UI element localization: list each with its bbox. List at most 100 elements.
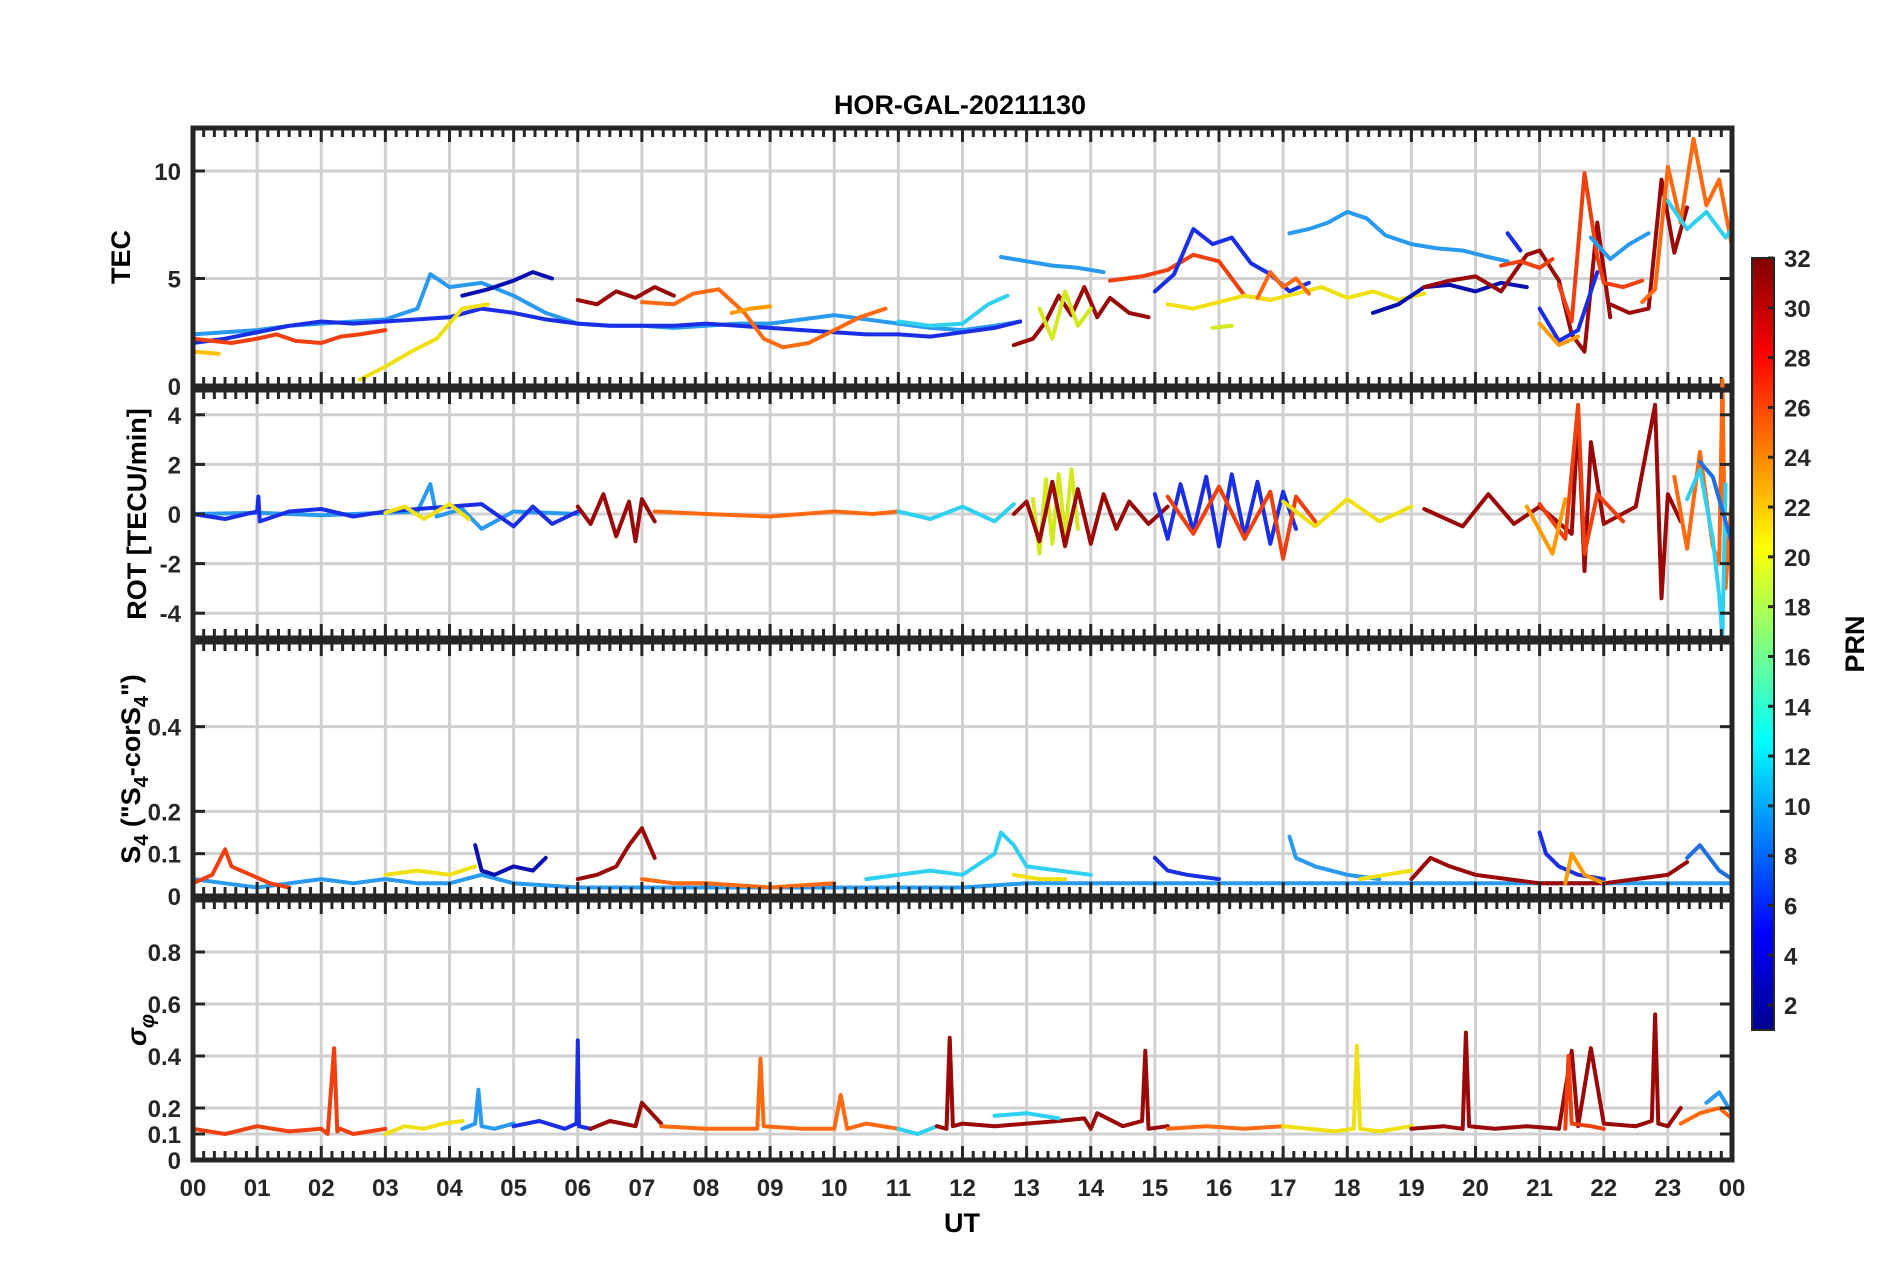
series-line	[1287, 209, 1510, 264]
series-line	[191, 1046, 388, 1136]
series-line	[896, 502, 1016, 524]
series-line	[1640, 136, 1734, 305]
colorbar-tick-label: 20	[1784, 545, 1811, 572]
series-line	[652, 509, 901, 519]
x-tick-label: 02	[308, 1175, 335, 1202]
series-line	[659, 1056, 901, 1131]
series-line	[1537, 402, 1625, 556]
y-axis-title-part: 4	[131, 775, 153, 787]
y-tick-label: 0.2	[148, 799, 181, 826]
series-line	[1165, 1124, 1286, 1131]
colorbar-tick-label: 8	[1784, 844, 1797, 871]
y-tick-label: 0.6	[148, 992, 181, 1019]
series-line	[191, 328, 388, 345]
series-line	[1697, 459, 1734, 546]
colorbar-tick-label: 2	[1784, 993, 1797, 1020]
y-tick-label: 0.1	[148, 842, 181, 869]
y-tick-label: 0	[168, 884, 181, 911]
y-tick-label: 0.4	[148, 1044, 182, 1071]
y-tick-label: 4	[168, 403, 182, 430]
colorbar-tick-label: 26	[1784, 395, 1811, 422]
series-line	[1563, 1054, 1606, 1131]
colorbar-tick-label: 24	[1784, 445, 1811, 472]
y-axis-title-part: ("S	[116, 787, 146, 834]
x-tick-label: 10	[821, 1175, 848, 1202]
plot-frame	[190, 387, 1735, 641]
series-line	[1524, 497, 1568, 556]
y-axis-title: ROT [TECU/min]	[122, 408, 152, 619]
series-line	[1556, 171, 1645, 324]
colorbar-tick-label: 18	[1784, 595, 1811, 622]
y-tick-label: 10	[154, 159, 181, 186]
series-line	[191, 482, 580, 531]
series-line	[575, 492, 657, 544]
series-line	[357, 302, 490, 382]
x-tick-label: 16	[1206, 1175, 1233, 1202]
series-line	[1409, 1012, 1683, 1131]
series-line	[999, 255, 1106, 275]
plot-frame	[190, 125, 1735, 389]
series-line	[1370, 280, 1529, 315]
series-line	[1537, 321, 1581, 348]
panel-tec: 0 5 10 TEC	[106, 125, 1735, 401]
series-line	[934, 1035, 1170, 1131]
chart-title: HOR-GAL-20211130	[834, 90, 1086, 120]
colorbar-tick-label: 28	[1784, 346, 1811, 373]
series-line	[1037, 289, 1093, 341]
colorbar-tick-label: 16	[1784, 644, 1811, 671]
x-tick-label: 18	[1334, 1175, 1361, 1202]
panel-s4: 0 0.1 0.2 0.4S4 ("S4-corS4")	[116, 639, 1735, 911]
series-line	[1665, 199, 1734, 240]
series-line	[191, 494, 580, 529]
series-line	[1011, 872, 1068, 882]
x-tick-label: 07	[629, 1175, 656, 1202]
x-tick-label: 20	[1462, 1175, 1489, 1202]
y-tick-label: -2	[160, 552, 181, 579]
x-tick-label: 19	[1398, 1175, 1425, 1202]
x-tick-label: 17	[1270, 1175, 1297, 1202]
colorbar-tick-label: 4	[1784, 943, 1798, 970]
series-line	[1152, 855, 1221, 882]
y-tick-label: 0.2	[148, 1096, 181, 1123]
series-line	[575, 285, 676, 307]
series-line	[1422, 220, 1613, 354]
colorbar-tick-label: 30	[1784, 296, 1811, 323]
series-line	[1505, 231, 1523, 253]
colorbar-tick-label: 10	[1784, 794, 1811, 821]
series-line	[191, 306, 1023, 345]
y-tick-label: 0.4	[148, 715, 182, 742]
x-tick-label: 03	[372, 1175, 399, 1202]
y-tick-label: 2	[168, 452, 181, 479]
series-line	[1704, 1090, 1734, 1116]
series-line	[1165, 285, 1427, 311]
y-axis-title-part: φ	[137, 1014, 159, 1028]
colorbar-tick-label: 12	[1784, 744, 1811, 771]
x-tick-label: 00	[1719, 1175, 1746, 1202]
series-line	[383, 864, 478, 877]
series-line	[1165, 484, 1318, 561]
x-tick-label: 05	[500, 1175, 527, 1202]
series-line	[588, 1100, 664, 1131]
x-tick-label: 01	[244, 1175, 271, 1202]
y-axis-title: S4 ("S4-corS4")	[116, 674, 153, 864]
series-line	[575, 826, 657, 882]
x-tick-label: 15	[1142, 1175, 1169, 1202]
y-tick-label: 0	[168, 374, 181, 401]
x-tick-label: 14	[1077, 1175, 1104, 1202]
series-line	[1563, 851, 1606, 886]
series-line	[1588, 231, 1651, 262]
x-tick-label: 13	[1013, 1175, 1040, 1202]
series-line	[191, 349, 221, 356]
y-axis-title-part: 4	[131, 834, 153, 846]
series-line	[1685, 843, 1734, 882]
series-line	[460, 270, 555, 298]
x-tick-label: 04	[436, 1175, 463, 1202]
colorbar-title: PRN	[1840, 615, 1870, 672]
y-tick-label: 0	[168, 1148, 181, 1175]
x-tick-label: 23	[1655, 1175, 1682, 1202]
series-line	[1287, 834, 1382, 882]
series-line	[460, 1087, 516, 1131]
